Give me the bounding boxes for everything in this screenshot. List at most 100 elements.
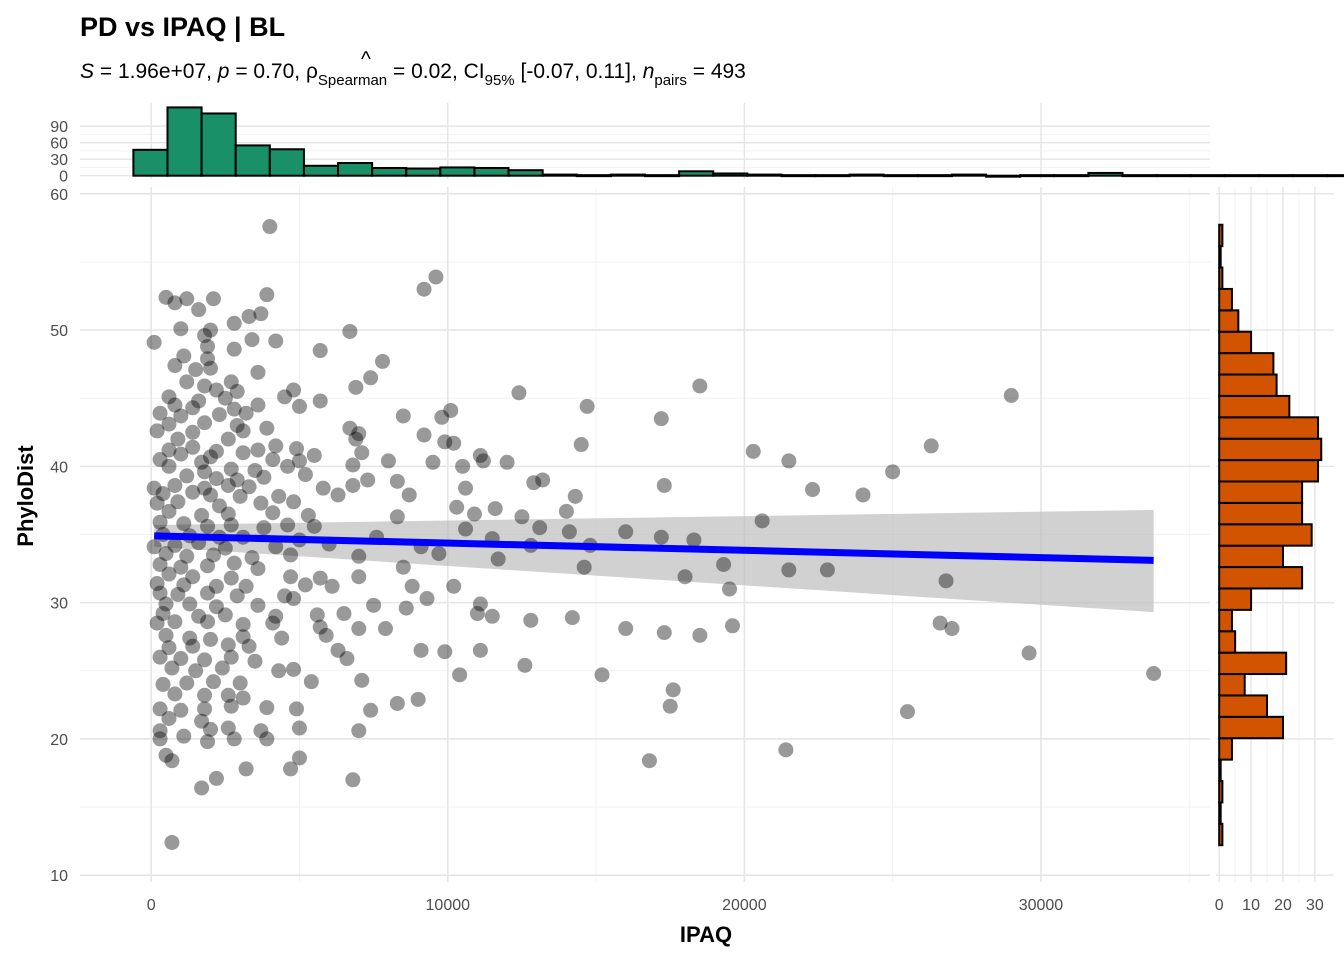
- data-point: [202, 631, 218, 647]
- data-point: [152, 723, 168, 739]
- data-point: [205, 291, 221, 307]
- data-point: [229, 472, 245, 488]
- data-point: [318, 627, 334, 643]
- data-point: [167, 397, 183, 413]
- data-point: [167, 686, 183, 702]
- data-point: [194, 454, 210, 470]
- data-point: [173, 321, 189, 337]
- side-hist-tick-label: 20: [1274, 897, 1292, 914]
- y-marginal-histogram: 0 10 20 30: [1215, 187, 1334, 914]
- data-point: [268, 333, 284, 349]
- data-point: [202, 322, 218, 338]
- side-hist-tick-label: 10: [1242, 897, 1260, 914]
- side-hist-bar: [1218, 309, 1240, 333]
- data-point: [158, 546, 174, 562]
- top-hist-tick-label: 60: [50, 136, 68, 153]
- chart-subtitle: S = 1.96e+07, p = 0.70, ρSpearman = 0.02…: [80, 60, 746, 89]
- top-hist-bar: [746, 173, 783, 177]
- top-hist-bar: [1121, 174, 1158, 178]
- top-hist-bar: [541, 173, 578, 177]
- top-hist-bar: [439, 166, 476, 177]
- top-hist-bar: [916, 174, 953, 178]
- data-point: [149, 615, 165, 631]
- data-point: [256, 469, 272, 485]
- data-point: [173, 408, 189, 424]
- data-point: [692, 627, 708, 643]
- data-point: [250, 597, 266, 613]
- top-hist-bar: [950, 173, 988, 177]
- side-hist-bar: [1218, 523, 1313, 547]
- data-point: [297, 467, 313, 483]
- data-point: [351, 548, 367, 564]
- side-hist-bar: [1218, 673, 1246, 697]
- confidence-band: [154, 509, 1154, 613]
- side-hist-bar: [1218, 416, 1320, 440]
- x-tick-label: 30000: [1019, 897, 1064, 914]
- data-point: [223, 517, 239, 533]
- data-point: [342, 420, 358, 436]
- data-point: [375, 353, 391, 369]
- data-point: [173, 559, 189, 575]
- data-point: [475, 453, 491, 469]
- data-point: [155, 676, 171, 692]
- side-hist-bar: [1218, 480, 1304, 504]
- data-point: [618, 621, 634, 637]
- side-hist-tick-label: 30: [1306, 897, 1324, 914]
- data-point: [185, 439, 201, 455]
- top-hist-bar: [166, 106, 203, 177]
- data-point: [306, 518, 322, 534]
- data-point: [324, 578, 340, 594]
- data-point: [452, 667, 468, 683]
- data-point: [220, 687, 236, 703]
- data-point: [286, 661, 302, 677]
- data-point: [487, 501, 503, 517]
- data-point: [146, 334, 162, 350]
- data-point: [152, 405, 168, 421]
- side-hist-bar: [1218, 287, 1233, 312]
- side-hist-bar: [1218, 245, 1222, 269]
- data-point: [146, 480, 162, 496]
- data-point: [200, 338, 216, 354]
- data-point: [158, 747, 174, 763]
- data-point: [339, 651, 355, 667]
- data-point: [158, 627, 174, 643]
- data-point: [312, 619, 328, 635]
- side-hist-bar: [1218, 758, 1222, 783]
- data-point: [932, 615, 948, 631]
- data-point: [345, 457, 361, 473]
- top-hist-bar: [1019, 174, 1056, 178]
- data-point: [241, 479, 257, 495]
- side-hist-bar: [1218, 373, 1278, 397]
- data-point: [573, 437, 589, 453]
- data-point: [315, 480, 331, 496]
- data-point: [217, 607, 233, 623]
- data-point: [161, 458, 177, 474]
- top-hist-tick-label: 90: [50, 119, 68, 136]
- side-hist-bar: [1218, 437, 1323, 462]
- data-point: [289, 701, 305, 717]
- side-hist-bar: [1218, 630, 1237, 654]
- data-point: [250, 397, 266, 413]
- data-point: [200, 614, 216, 630]
- top-hist-bar: [371, 166, 408, 177]
- scatter-points: [146, 219, 1162, 850]
- data-point: [208, 599, 224, 615]
- data-point: [161, 389, 177, 405]
- y-axis-label: PhyloDist: [13, 445, 38, 547]
- data-point: [297, 577, 313, 593]
- data-point: [202, 449, 218, 465]
- data-point: [724, 618, 740, 634]
- data-point: [499, 454, 515, 470]
- data-point: [226, 315, 242, 331]
- top-hist-bar: [507, 169, 544, 177]
- data-point: [665, 682, 681, 698]
- top-hist-bar: [268, 148, 305, 177]
- data-point: [517, 657, 533, 673]
- data-point: [208, 443, 224, 459]
- data-point: [354, 445, 370, 461]
- data-point: [208, 770, 224, 786]
- y-tick-label: 30: [50, 596, 68, 613]
- data-point: [179, 468, 195, 484]
- data-point: [291, 720, 307, 736]
- data-point: [472, 642, 488, 658]
